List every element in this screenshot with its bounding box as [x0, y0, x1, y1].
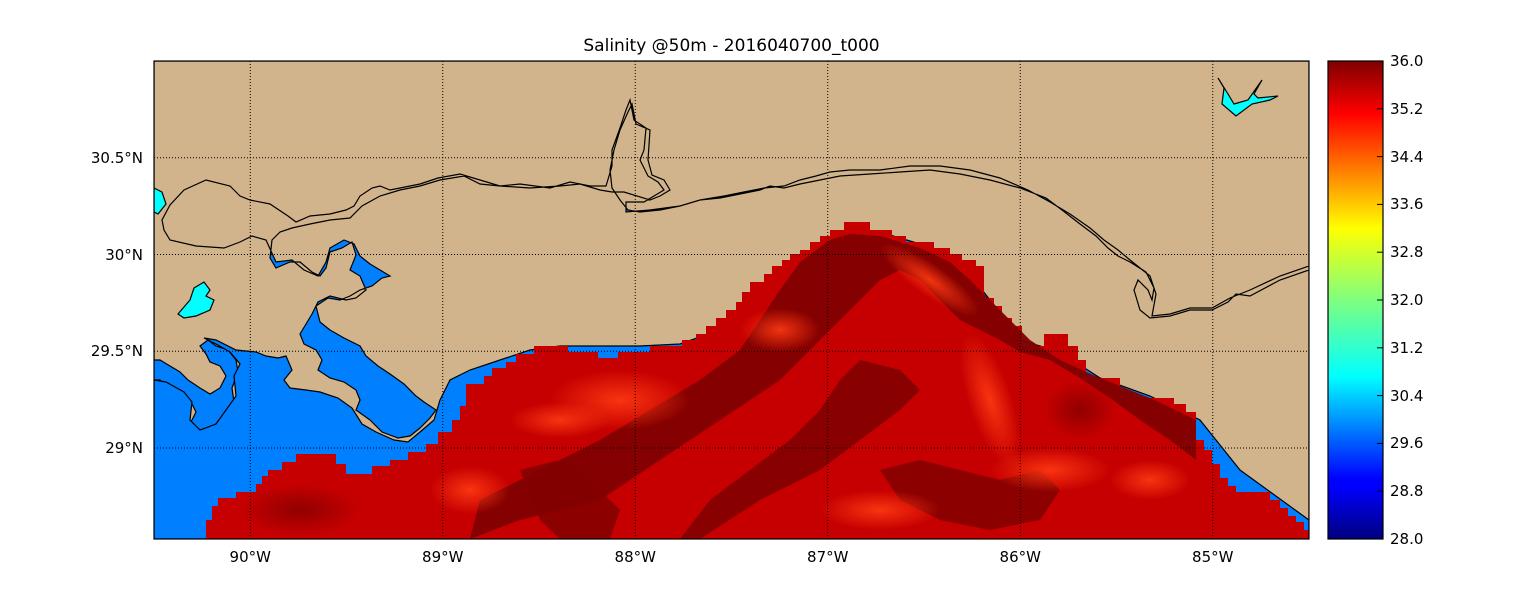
- lon-tick-label: 88°W: [614, 548, 656, 566]
- colorbar-tick-label: 30.4: [1390, 386, 1424, 405]
- lon-tick-label: 85°W: [1192, 548, 1234, 566]
- colorbar-tick-label: 28.0: [1390, 530, 1424, 548]
- map-title: Salinity @50m - 2016040700_t000: [583, 36, 880, 56]
- lon-tick-label: 86°W: [999, 548, 1041, 566]
- colorbar-tick-label: 36.0: [1390, 52, 1424, 70]
- lat-tick-label: 30.5°N: [90, 148, 143, 167]
- map-area: [154, 61, 1309, 539]
- lon-tick-label: 89°W: [422, 548, 464, 566]
- lake-pontchartrain-west: [154, 187, 167, 215]
- colorbar-tick-label: 34.4: [1390, 147, 1424, 166]
- lon-tick-label: 87°W: [807, 548, 849, 566]
- lon-tick-label: 90°W: [229, 548, 271, 566]
- colorbar-tick-label: 31.2: [1390, 338, 1424, 357]
- lat-tick-label: 29°N: [105, 439, 143, 458]
- colorbar-tick-label: 35.2: [1390, 99, 1424, 118]
- colorbar-tick-label: 28.8: [1390, 482, 1424, 501]
- lake-south: [177, 281, 215, 319]
- map-frame: [153, 60, 1310, 540]
- lake-northeast: [1217, 77, 1279, 117]
- lat-tick-label: 29.5°N: [90, 342, 143, 361]
- graticule: [154, 61, 1309, 539]
- colorbar: [1327, 60, 1384, 540]
- colorbar-tick-label: 33.6: [1390, 195, 1424, 214]
- colorbar-ticks: [1377, 60, 1383, 540]
- colorbar-tick-label: 29.6: [1390, 434, 1424, 453]
- colorbar-tick-label: 32.0: [1390, 291, 1424, 309]
- lat-tick-label: 30°N: [105, 245, 143, 264]
- colorbar-tick-label: 32.8: [1390, 243, 1424, 262]
